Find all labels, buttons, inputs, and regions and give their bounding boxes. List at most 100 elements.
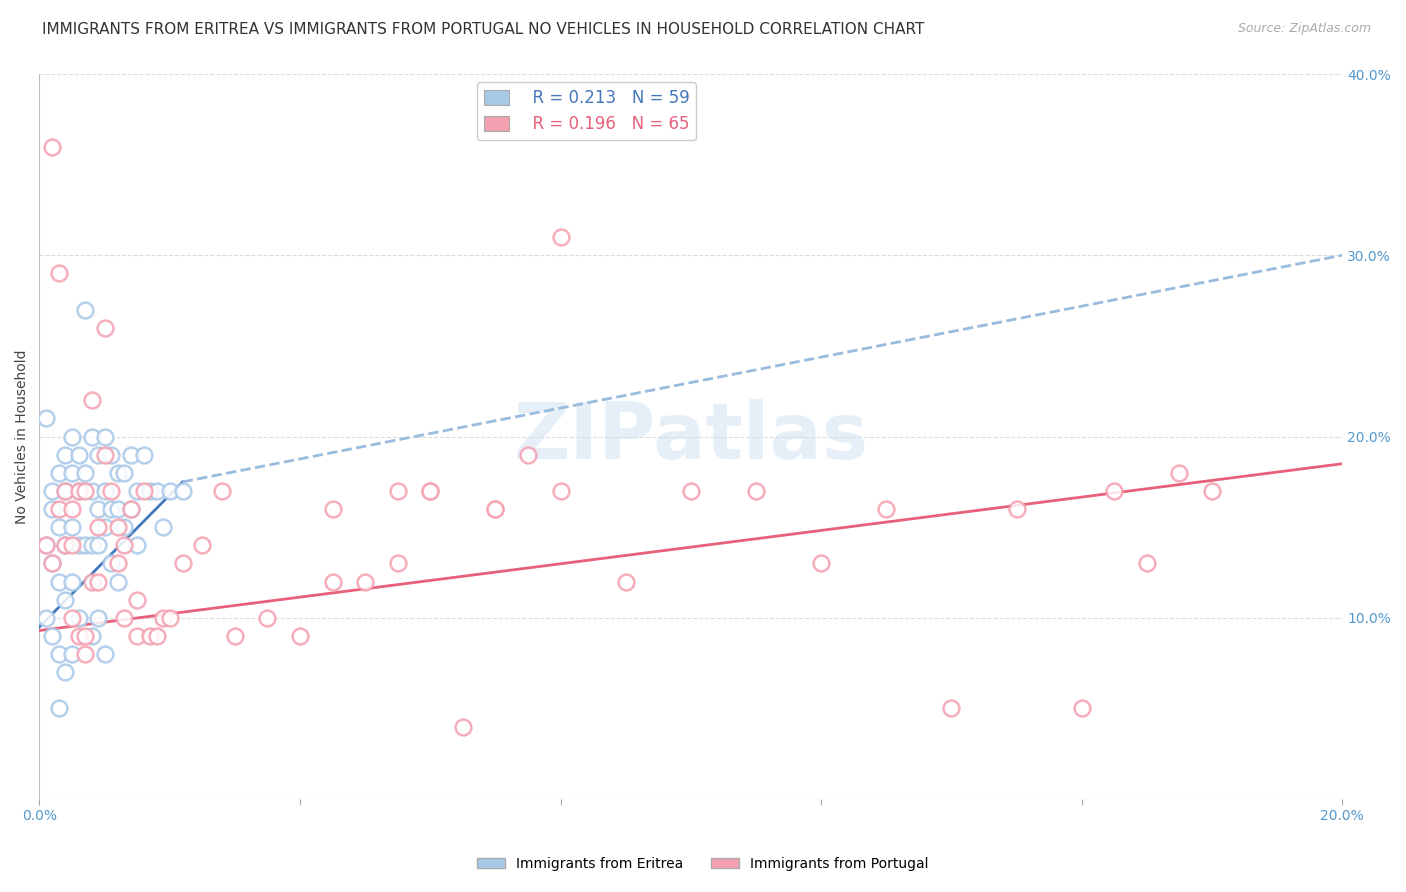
Point bbox=[112, 520, 135, 534]
Legend:   R = 0.213   N = 59,   R = 0.196   N = 65: R = 0.213 N = 59, R = 0.196 N = 65 bbox=[477, 82, 696, 140]
Point bbox=[73, 466, 96, 480]
Point bbox=[87, 502, 110, 516]
Text: IMMIGRANTS FROM ERITREA VS IMMIGRANTS FROM PORTUGAL NO VEHICLES IN HOUSEHOLD COR: IMMIGRANTS FROM ERITREA VS IMMIGRANTS FR… bbox=[42, 22, 925, 37]
Point bbox=[48, 267, 70, 281]
Y-axis label: No Vehicles in Household: No Vehicles in Household bbox=[15, 350, 30, 524]
Point bbox=[224, 629, 246, 643]
Point bbox=[484, 502, 506, 516]
Point bbox=[60, 538, 83, 552]
Point bbox=[1070, 701, 1092, 715]
Point bbox=[55, 538, 77, 552]
Point bbox=[87, 574, 110, 589]
Point bbox=[387, 483, 409, 498]
Point bbox=[67, 448, 90, 462]
Point bbox=[93, 483, 115, 498]
Text: Source: ZipAtlas.com: Source: ZipAtlas.com bbox=[1237, 22, 1371, 36]
Point bbox=[87, 520, 110, 534]
Point bbox=[107, 574, 129, 589]
Point bbox=[80, 629, 103, 643]
Point bbox=[73, 629, 96, 643]
Point bbox=[100, 557, 122, 571]
Legend: Immigrants from Eritrea, Immigrants from Portugal: Immigrants from Eritrea, Immigrants from… bbox=[472, 851, 934, 876]
Point bbox=[67, 483, 90, 498]
Point bbox=[48, 701, 70, 715]
Point bbox=[1104, 483, 1126, 498]
Point bbox=[60, 574, 83, 589]
Point bbox=[55, 538, 77, 552]
Point bbox=[60, 429, 83, 443]
Point bbox=[387, 557, 409, 571]
Point bbox=[67, 629, 90, 643]
Point bbox=[55, 483, 77, 498]
Point bbox=[87, 538, 110, 552]
Point bbox=[120, 448, 142, 462]
Point bbox=[60, 502, 83, 516]
Point bbox=[550, 230, 572, 244]
Point bbox=[484, 502, 506, 516]
Point bbox=[100, 502, 122, 516]
Point bbox=[41, 629, 63, 643]
Point bbox=[745, 483, 768, 498]
Point bbox=[112, 611, 135, 625]
Point bbox=[41, 502, 63, 516]
Point bbox=[875, 502, 897, 516]
Point bbox=[1136, 557, 1159, 571]
Point bbox=[614, 574, 637, 589]
Point bbox=[107, 466, 129, 480]
Point bbox=[1168, 466, 1191, 480]
Point bbox=[73, 538, 96, 552]
Point bbox=[1201, 483, 1223, 498]
Point bbox=[48, 574, 70, 589]
Point bbox=[60, 647, 83, 661]
Point bbox=[48, 466, 70, 480]
Point bbox=[152, 520, 174, 534]
Point bbox=[48, 502, 70, 516]
Text: ZIPatlas: ZIPatlas bbox=[513, 399, 869, 475]
Point bbox=[354, 574, 377, 589]
Point bbox=[100, 448, 122, 462]
Point bbox=[679, 483, 702, 498]
Point bbox=[93, 520, 115, 534]
Point bbox=[48, 520, 70, 534]
Point bbox=[35, 538, 58, 552]
Point bbox=[120, 502, 142, 516]
Point bbox=[139, 483, 162, 498]
Point bbox=[67, 483, 90, 498]
Point bbox=[419, 483, 441, 498]
Point bbox=[41, 557, 63, 571]
Point bbox=[941, 701, 963, 715]
Point bbox=[112, 466, 135, 480]
Point bbox=[80, 393, 103, 408]
Point bbox=[172, 483, 194, 498]
Point bbox=[80, 538, 103, 552]
Point bbox=[93, 448, 115, 462]
Point bbox=[159, 611, 181, 625]
Point bbox=[152, 611, 174, 625]
Point bbox=[55, 483, 77, 498]
Point bbox=[87, 448, 110, 462]
Point bbox=[107, 520, 129, 534]
Point bbox=[127, 629, 149, 643]
Point bbox=[35, 411, 58, 425]
Point bbox=[1005, 502, 1028, 516]
Point bbox=[451, 720, 474, 734]
Point bbox=[100, 483, 122, 498]
Point bbox=[107, 557, 129, 571]
Point bbox=[73, 483, 96, 498]
Point bbox=[60, 520, 83, 534]
Point bbox=[41, 483, 63, 498]
Point bbox=[211, 483, 233, 498]
Point bbox=[93, 647, 115, 661]
Point bbox=[517, 448, 540, 462]
Point bbox=[73, 302, 96, 317]
Point bbox=[145, 483, 167, 498]
Point bbox=[55, 592, 77, 607]
Point bbox=[112, 538, 135, 552]
Point bbox=[55, 448, 77, 462]
Point bbox=[127, 483, 149, 498]
Point bbox=[93, 429, 115, 443]
Point bbox=[120, 502, 142, 516]
Point bbox=[80, 574, 103, 589]
Point bbox=[810, 557, 832, 571]
Point bbox=[35, 611, 58, 625]
